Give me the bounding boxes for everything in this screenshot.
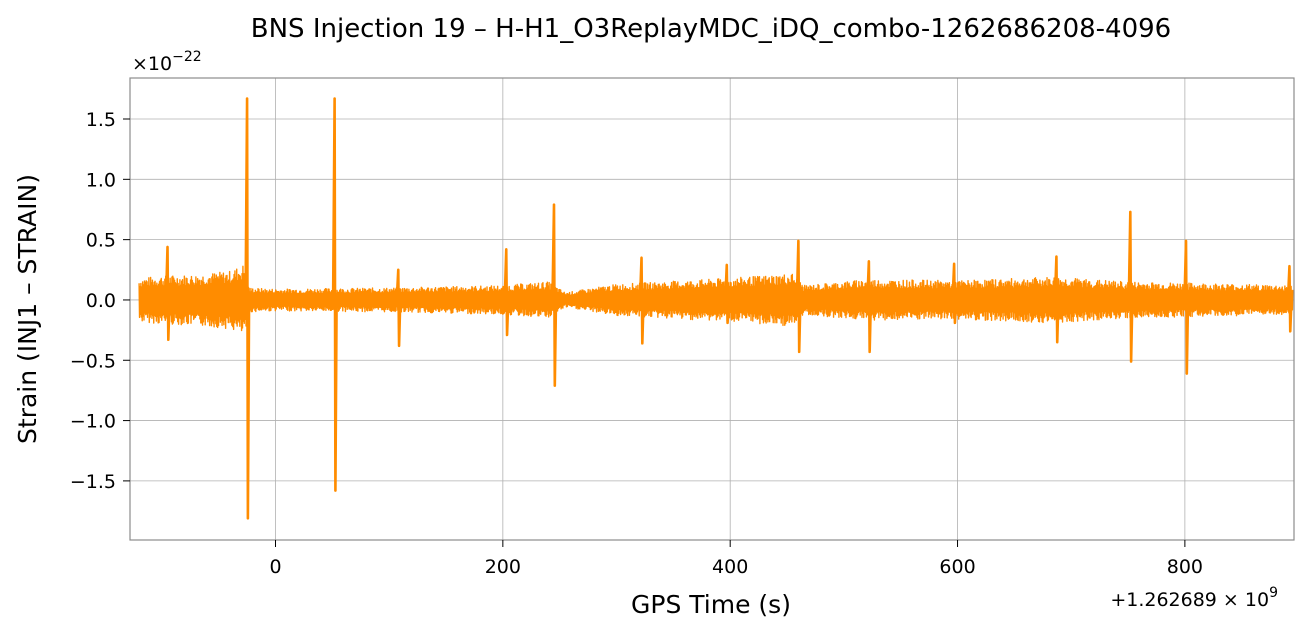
x-offset-base: +1.262689 × 10 bbox=[1110, 589, 1269, 611]
x-offset-exponent: 9 bbox=[1269, 585, 1278, 601]
strain-noise-band bbox=[138, 265, 1294, 332]
x-tick-label: 400 bbox=[712, 556, 748, 578]
x-tick-label: 600 bbox=[939, 556, 975, 578]
y-tick-label: 0.5 bbox=[86, 230, 116, 252]
strain-spike bbox=[1053, 255, 1060, 344]
strain-spike bbox=[795, 239, 802, 354]
strain-spike bbox=[164, 245, 171, 342]
x-tick-label: 200 bbox=[485, 556, 521, 578]
y-scale-base: ×10 bbox=[132, 53, 172, 75]
y-tick-label: 0.0 bbox=[86, 290, 116, 312]
y-tick-label: −1.0 bbox=[70, 411, 116, 433]
strain-spike bbox=[244, 97, 251, 520]
strain-spike bbox=[331, 97, 338, 492]
strain-spike bbox=[951, 262, 958, 325]
x-tick-label: 800 bbox=[1167, 556, 1203, 578]
y-scale-label: ×10−22 bbox=[132, 49, 202, 75]
strain-spike bbox=[866, 260, 873, 354]
x-tick-label: 0 bbox=[269, 556, 281, 578]
y-tick-label: 1.0 bbox=[86, 169, 116, 191]
plot-data bbox=[138, 97, 1294, 520]
strain-spike bbox=[395, 268, 402, 348]
strain-spike bbox=[1286, 264, 1293, 333]
x-offset-label: +1.262689 × 109 bbox=[1110, 585, 1278, 611]
chart-title: BNS Injection 19 – H-H1_O3ReplayMDC_iDQ_… bbox=[251, 14, 1171, 44]
x-axis-label: GPS Time (s) bbox=[631, 590, 791, 619]
y-axis-label: Strain (INJ1 – STRAIN) bbox=[13, 174, 42, 444]
y-tick-label: 1.5 bbox=[86, 109, 116, 131]
strain-spike bbox=[1183, 239, 1190, 375]
strain-spike bbox=[1127, 210, 1134, 363]
strain-spike bbox=[723, 263, 731, 325]
axis-ticks: 0 200 400 600 800 1.5 1.0 0.5 0.0 −0.5 −1.0 −1.5 bbox=[70, 109, 1203, 578]
y-tick-label: −0.5 bbox=[70, 350, 116, 372]
strain-spike bbox=[638, 256, 645, 345]
strain-spike bbox=[503, 247, 510, 337]
plot-frame bbox=[129, 77, 1295, 541]
strain-spike bbox=[551, 203, 558, 387]
y-tick-label: −1.5 bbox=[70, 471, 116, 493]
y-scale-exponent: −22 bbox=[172, 49, 202, 65]
